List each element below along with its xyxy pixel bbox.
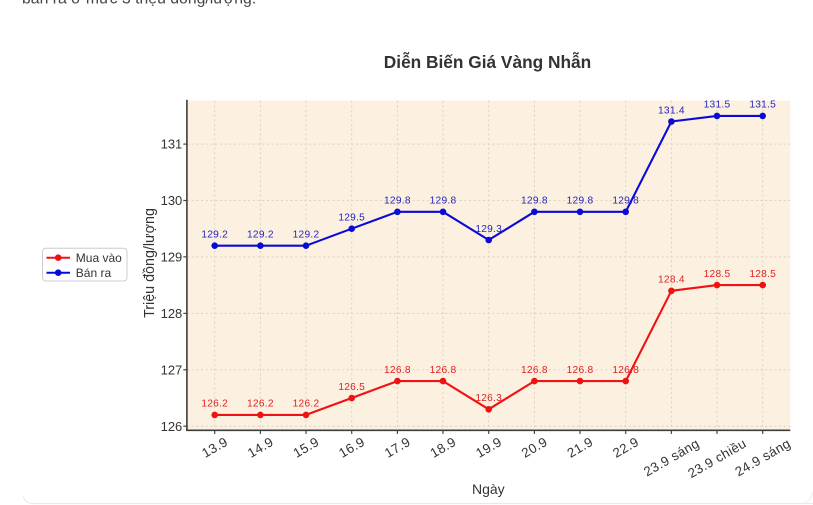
svg-text:131.5: 131.5 bbox=[749, 100, 776, 111]
svg-text:128: 128 bbox=[161, 306, 183, 321]
svg-text:129.8: 129.8 bbox=[430, 196, 457, 207]
svg-text:129.8: 129.8 bbox=[384, 196, 411, 207]
svg-text:131.5: 131.5 bbox=[704, 100, 731, 111]
svg-text:126: 126 bbox=[161, 419, 183, 434]
svg-text:128.4: 128.4 bbox=[658, 275, 685, 286]
svg-text:131.4: 131.4 bbox=[658, 105, 685, 116]
svg-text:126.2: 126.2 bbox=[201, 399, 228, 410]
svg-text:126.8: 126.8 bbox=[384, 365, 411, 376]
svg-text:Mua vào: Mua vào bbox=[76, 251, 122, 265]
svg-text:129.8: 129.8 bbox=[521, 196, 548, 207]
svg-text:129: 129 bbox=[161, 250, 183, 265]
svg-text:129.2: 129.2 bbox=[293, 230, 320, 241]
svg-text:126.3: 126.3 bbox=[475, 393, 502, 404]
svg-text:bán ra ở mức 3 triệu đồng/lượn: bán ra ở mức 3 triệu đồng/lượng. bbox=[22, 0, 256, 7]
svg-text:128.5: 128.5 bbox=[749, 269, 776, 280]
svg-text:131: 131 bbox=[161, 137, 183, 152]
svg-text:127: 127 bbox=[161, 362, 183, 377]
svg-text:126.8: 126.8 bbox=[567, 365, 594, 376]
svg-text:126.5: 126.5 bbox=[338, 382, 365, 393]
svg-text:130: 130 bbox=[161, 193, 183, 208]
svg-text:Diễn Biến Giá Vàng Nhẫn: Diễn Biến Giá Vàng Nhẫn bbox=[384, 52, 591, 72]
svg-text:Bán ra: Bán ra bbox=[76, 266, 112, 280]
svg-text:128.5: 128.5 bbox=[704, 269, 731, 280]
svg-text:Ngày: Ngày bbox=[472, 481, 505, 497]
svg-text:129.2: 129.2 bbox=[247, 230, 274, 241]
svg-text:126.8: 126.8 bbox=[612, 365, 639, 376]
svg-text:126.8: 126.8 bbox=[430, 365, 457, 376]
svg-text:129.8: 129.8 bbox=[567, 196, 594, 207]
svg-text:126.2: 126.2 bbox=[293, 399, 320, 410]
svg-text:129.2: 129.2 bbox=[201, 230, 228, 241]
svg-text:126.8: 126.8 bbox=[521, 365, 548, 376]
svg-text:126.2: 126.2 bbox=[247, 399, 274, 410]
svg-text:129.3: 129.3 bbox=[475, 224, 502, 235]
svg-text:Triệu đồng/lượng: Triệu đồng/lượng bbox=[142, 208, 158, 318]
svg-text:129.5: 129.5 bbox=[338, 213, 365, 224]
svg-text:129.8: 129.8 bbox=[612, 196, 639, 207]
